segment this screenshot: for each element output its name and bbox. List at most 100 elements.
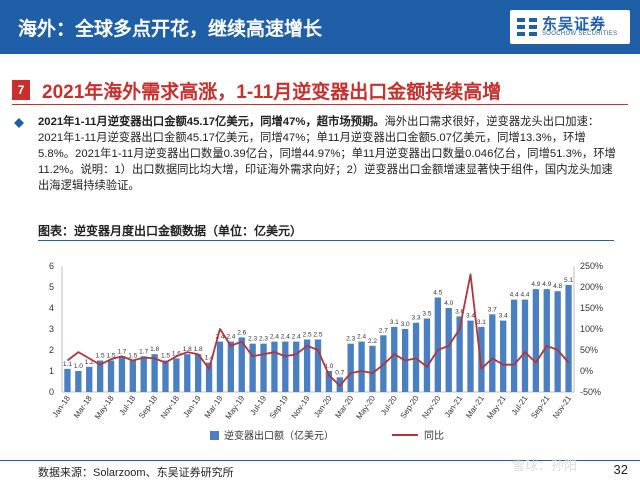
bar-data-label: 1.8 xyxy=(150,346,159,353)
bar-data-label: 4.5 xyxy=(433,290,442,297)
x-tick-label: Jul-18 xyxy=(118,394,138,417)
data-source: 数据来源：Solarzoom、东吴证券研究所 xyxy=(38,467,234,479)
bar-data-label: 1.7 xyxy=(139,348,148,355)
bar-data-label: 1.0 xyxy=(74,363,83,370)
section-number: 7 xyxy=(12,80,30,100)
bar xyxy=(510,299,518,392)
bar-data-label: 3.1 xyxy=(477,319,486,326)
footer-divider xyxy=(0,460,640,461)
page-header: 海外：全球多点开花，继续高速增长 东吴证券 SOOCHOW SECURITIES xyxy=(0,0,640,54)
page-number: 32 xyxy=(613,462,628,477)
bar-data-label: 0.7 xyxy=(335,369,344,376)
bar-data-label: 1.5 xyxy=(96,353,105,360)
bar-data-label: 3.5 xyxy=(422,311,431,318)
x-tick-label: Sep-20 xyxy=(399,394,421,421)
x-tick-label: Nov-19 xyxy=(290,394,312,421)
bar xyxy=(303,339,311,392)
watermark: 雪球：孙阳 xyxy=(512,458,578,473)
body-paragraph: 2021年1-11月逆变器出口金额45.17亿美元，同增47%，超市场预期。海外… xyxy=(38,114,618,194)
x-tick-label: May-18 xyxy=(93,394,116,421)
y-tick-label-right: 250% xyxy=(580,261,603,271)
x-tick-label: Jul-20 xyxy=(379,394,399,417)
bar-data-label: 3.3 xyxy=(412,315,421,322)
x-tick-label: Nov-20 xyxy=(420,394,442,421)
y-tick-label-right: -50% xyxy=(580,387,601,397)
bar-data-label: 4.8 xyxy=(553,283,562,290)
bar xyxy=(347,343,354,392)
bar-data-label: 1.5 xyxy=(128,353,137,360)
y-tick-label-right: 200% xyxy=(580,282,603,292)
figure-title: 图表：逆变器月度出口金额数据（单位：亿美元） xyxy=(38,224,303,238)
bar xyxy=(565,284,572,392)
bar-data-label: 3.0 xyxy=(401,321,410,328)
bar-data-label: 3.6 xyxy=(455,308,464,315)
bar xyxy=(445,308,452,392)
bar-data-label: 1.2 xyxy=(85,359,94,366)
bar-data-label: 1.8 xyxy=(183,346,192,353)
x-tick-label: Jan-21 xyxy=(443,394,465,420)
header-title: 海外：全球多点开花，继续高速增长 xyxy=(18,19,323,40)
bar xyxy=(358,341,365,392)
bar-data-label: 1.0 xyxy=(324,363,333,370)
x-tick-label: Jan-20 xyxy=(312,394,334,420)
bar-data-label: 2.4 xyxy=(357,334,366,341)
x-tick-label: Mar-20 xyxy=(333,394,355,420)
bar xyxy=(412,322,420,392)
y-tick-label-left: 4 xyxy=(49,303,54,313)
x-tick-label: Jan-19 xyxy=(181,394,203,420)
bar-data-label: 1.7 xyxy=(117,348,126,355)
bar-data-label: 1.5 xyxy=(106,353,115,360)
y-tick-label-left: 2 xyxy=(49,345,54,355)
bar xyxy=(293,341,300,392)
y-tick-label-left: 5 xyxy=(49,282,54,292)
bar xyxy=(140,356,147,392)
y-tick-label-left: 1 xyxy=(49,366,54,376)
diamond-bullet-icon xyxy=(14,118,24,128)
bar xyxy=(467,320,474,392)
x-tick-label: Sep-21 xyxy=(529,394,551,421)
series-line-yoy xyxy=(66,273,570,387)
x-tick-label: Jan-18 xyxy=(51,394,73,420)
bar-data-label: 4.4 xyxy=(520,292,529,299)
bar-data-label: 3.4 xyxy=(466,313,475,320)
bar xyxy=(75,371,82,392)
logo-name: 东吴证券 xyxy=(542,16,607,33)
legend-label-bar: 逆变器出口额（亿美元） xyxy=(224,429,334,442)
bar xyxy=(184,354,191,392)
bar xyxy=(195,354,202,392)
bar xyxy=(96,360,104,392)
y-tick-label-right: 50% xyxy=(580,345,598,355)
bar xyxy=(151,354,158,392)
bar xyxy=(543,289,550,392)
logo-mark-icon xyxy=(517,16,537,38)
bar xyxy=(86,366,93,392)
bar xyxy=(118,356,126,392)
bar xyxy=(162,360,169,392)
body-bold-lead: 2021年1-11月逆变器出口金额45.17亿美元，同增47%，超市场预期。 xyxy=(38,116,385,128)
bar xyxy=(227,341,235,392)
bar xyxy=(521,299,529,392)
body-text: 海外出口需求很好，逆变器龙头出口加速：2021年1-11月逆变器出口金额45.1… xyxy=(38,116,616,192)
bar-data-label: 2.4 xyxy=(226,334,235,341)
bar xyxy=(478,326,485,392)
bar xyxy=(205,362,213,392)
bar-data-label: 2.4 xyxy=(292,334,301,341)
logo-english: SOOCHOW SECURITIES xyxy=(542,31,618,37)
x-tick-label: Mar-19 xyxy=(203,394,225,420)
bar-data-label: 4.0 xyxy=(444,300,453,307)
x-tick-label: Nov-21 xyxy=(551,394,573,421)
bar-data-label: 2.2 xyxy=(368,338,377,345)
x-tick-label: Mar-18 xyxy=(72,394,94,420)
bar-data-label: 4.4 xyxy=(510,292,519,299)
bar xyxy=(325,371,333,392)
bar xyxy=(532,289,540,392)
bar xyxy=(129,360,136,392)
x-tick-label: May-21 xyxy=(485,394,508,421)
x-tick-label: May-19 xyxy=(224,394,247,421)
x-tick-label: Jul-19 xyxy=(248,394,268,417)
y-tick-label-right: 150% xyxy=(580,303,603,313)
section-title: 2021年海外需求高涨，1-11月逆变器出口金额持续高增 xyxy=(42,82,502,103)
x-tick-label: Sep-19 xyxy=(268,394,290,421)
bar-data-label: 2.4 xyxy=(270,334,279,341)
